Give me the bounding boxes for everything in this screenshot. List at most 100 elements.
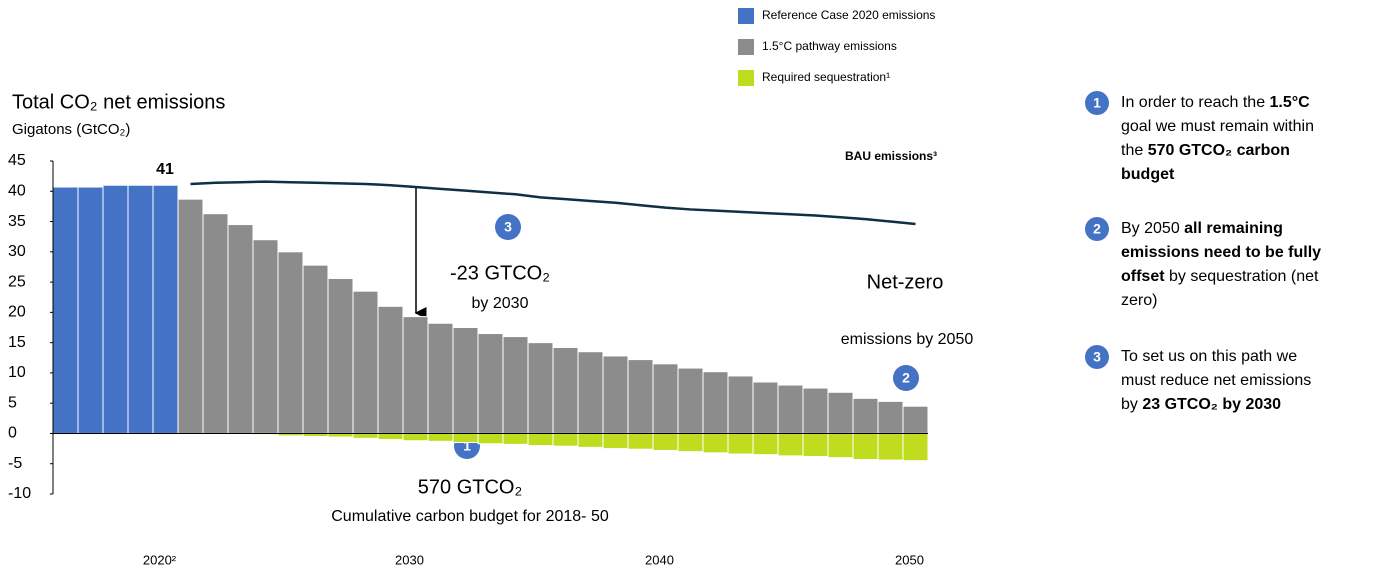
- bar: [302, 264, 329, 434]
- annotation: 41: [156, 161, 174, 178]
- bar: [902, 432, 929, 462]
- line: [190, 180, 916, 226]
- note-text: To set us on this path we: [1121, 348, 1297, 365]
- note-text: goal we must remain within: [1121, 118, 1314, 135]
- note-text: In order to reach the: [1121, 94, 1270, 111]
- annotation: -23 GTCO₂: [450, 262, 550, 284]
- bar: [477, 432, 504, 445]
- bar: [752, 432, 779, 456]
- note-number: 2: [1093, 221, 1101, 237]
- bar: [552, 346, 579, 434]
- annotation: 2: [902, 370, 910, 386]
- y-tick-label: 15: [8, 334, 26, 351]
- note-text: the: [1121, 142, 1148, 159]
- bar: [227, 224, 254, 434]
- badge: [893, 365, 919, 391]
- bar: [77, 186, 104, 434]
- y-tick-label: 20: [8, 304, 26, 321]
- bar: [352, 290, 379, 434]
- bar: [477, 333, 504, 434]
- bar: [377, 305, 404, 434]
- annotation: emissions by 2050: [841, 331, 974, 348]
- bar: [52, 186, 79, 434]
- bar: [427, 322, 454, 434]
- bar: [602, 432, 629, 450]
- bar: [677, 367, 704, 434]
- bar: [652, 432, 679, 451]
- note-line: by 23 GTCO₂ by 2030: [1121, 396, 1281, 413]
- bar: [427, 432, 454, 442]
- note-line: budget: [1121, 166, 1175, 183]
- annotation: Cumulative carbon budget for 2018- 50: [331, 508, 609, 525]
- bar: [877, 432, 904, 461]
- legend-label: 1.5°C pathway emissions: [762, 39, 897, 53]
- note-number: 3: [1093, 349, 1101, 365]
- bar: [852, 432, 879, 460]
- bar: [377, 432, 404, 441]
- note-text: by: [1121, 396, 1142, 413]
- note-line: To set us on this path we: [1121, 348, 1297, 365]
- note-line: By 2050 all remaining: [1121, 220, 1283, 237]
- y-tick-label: 25: [8, 273, 26, 290]
- x-tick-label: 2050: [895, 552, 924, 567]
- bar: [352, 432, 379, 439]
- badge: [1085, 217, 1109, 241]
- bar: [902, 405, 929, 434]
- note-text: 1.5°C: [1270, 94, 1311, 111]
- legend-swatch: [738, 39, 754, 55]
- bar: [702, 371, 729, 434]
- bar: [877, 400, 904, 434]
- bar: [327, 432, 354, 438]
- note-number: 1: [1093, 95, 1101, 111]
- y-tick-label: 0: [8, 425, 17, 442]
- legend-label: Reference Case 2020 emissions: [762, 8, 935, 22]
- bar: [277, 251, 304, 434]
- note-text: by sequestration (net: [1165, 268, 1319, 285]
- annotation: by 2030: [472, 295, 529, 312]
- badge: [1085, 91, 1109, 115]
- annotation: 570 GTCO₂: [418, 476, 522, 498]
- note-text: must reduce net emissions: [1121, 372, 1311, 389]
- bar: [452, 432, 479, 444]
- bar: [552, 432, 579, 447]
- note-text: budget: [1121, 166, 1175, 183]
- bar: [827, 391, 854, 434]
- bar: [602, 355, 629, 434]
- x-tick-label: 2020²: [143, 552, 177, 567]
- note-line: offset by sequestration (net: [1121, 268, 1319, 285]
- bar: [152, 184, 179, 434]
- bar: [202, 213, 229, 434]
- x-tick-label: 2030: [395, 552, 424, 567]
- bar: [502, 432, 529, 445]
- note-text: emissions need to be fully: [1121, 244, 1321, 261]
- note-line: the 570 GTCO₂ carbon: [1121, 142, 1290, 159]
- bar: [727, 375, 754, 434]
- note-text: all remaining: [1184, 220, 1283, 237]
- bar: [327, 277, 354, 434]
- bar: [452, 327, 479, 434]
- bar: [727, 432, 754, 455]
- note-line: zero): [1121, 292, 1157, 309]
- bar: [402, 432, 429, 442]
- note-text: By 2050: [1121, 220, 1184, 237]
- annotation: BAU emissions³: [845, 149, 937, 163]
- bar: [577, 432, 604, 448]
- bar: [577, 351, 604, 434]
- annotation: 1: [463, 438, 471, 454]
- bar: [827, 432, 854, 459]
- bar: [802, 387, 829, 434]
- y-tick-label: -5: [8, 455, 22, 472]
- badge: [1085, 345, 1109, 369]
- bar: [752, 381, 779, 434]
- y-tick-label: 35: [8, 213, 26, 230]
- bar: [677, 432, 704, 453]
- legend-label: Required sequestration¹: [762, 70, 890, 84]
- legend-swatch: [738, 70, 754, 86]
- bar: [102, 184, 129, 434]
- y-tick-label: 30: [8, 243, 26, 260]
- note-line: must reduce net emissions: [1121, 372, 1311, 389]
- bar: [402, 316, 429, 434]
- bar: [502, 336, 529, 434]
- note-text: 23 GTCO₂ by 2030: [1142, 396, 1281, 413]
